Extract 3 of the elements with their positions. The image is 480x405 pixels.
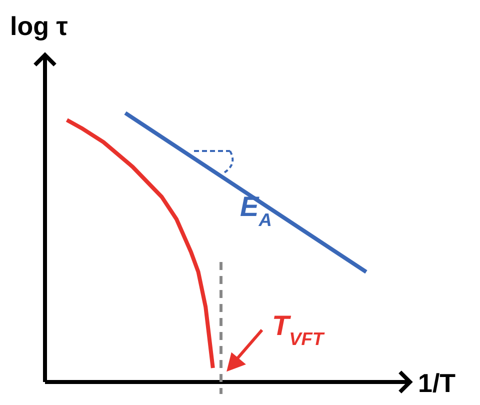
x-axis-title: 1/T bbox=[418, 368, 456, 398]
annotation: T$_{VFT}$ bbox=[272, 310, 326, 349]
y-axis-title: log τ bbox=[10, 11, 68, 41]
